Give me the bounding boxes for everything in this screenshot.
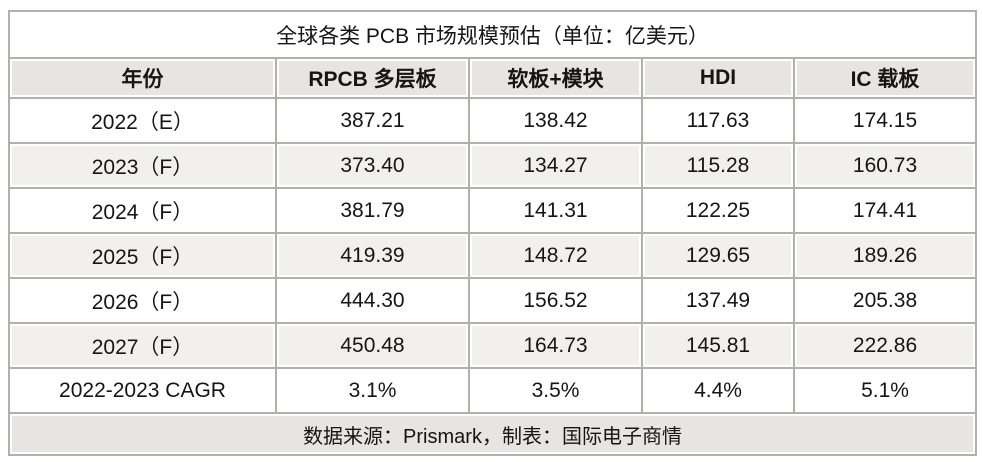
value-cell: 174.15 bbox=[792, 97, 978, 144]
value-cell: 222.86 bbox=[792, 322, 978, 369]
row-label-cell: 2025（F） bbox=[8, 232, 277, 279]
table-row: 2027（F） 450.48 164.73 145.81 222.86 bbox=[8, 322, 978, 369]
value-cell: 373.40 bbox=[275, 142, 470, 189]
column-header: RPCB 多层板 bbox=[275, 57, 470, 99]
row-label-cell: 2022（E） bbox=[8, 97, 277, 144]
table-title: 全球各类 PCB 市场规模预估（单位：亿美元） bbox=[7, 10, 978, 59]
title-row: 全球各类 PCB 市场规模预估（单位：亿美元） bbox=[7, 10, 978, 59]
table-body: 2022（E） 387.21 138.42 117.63 174.15 2023（F） 37… bbox=[8, 97, 978, 414]
row-label-cell: 2022-2023 CAGR bbox=[8, 367, 277, 414]
value-cell: 5.1% bbox=[792, 367, 978, 414]
value-cell: 148.72 bbox=[468, 232, 643, 279]
row-label-cell: 2023（F） bbox=[8, 142, 277, 189]
pcb-market-table: 全球各类 PCB 市场规模预估（单位：亿美元） 年份 RPCB 多层板 软板+模块 H… bbox=[7, 10, 978, 456]
column-header: HDI bbox=[641, 57, 795, 99]
value-cell: 160.73 bbox=[792, 142, 978, 189]
column-header: 年份 bbox=[8, 57, 277, 99]
table-row: 2026（F） 444.30 156.52 137.49 205.38 bbox=[8, 277, 978, 324]
value-cell: 450.48 bbox=[275, 322, 470, 369]
value-cell: 134.27 bbox=[468, 142, 643, 189]
row-label-cell: 2027（F） bbox=[8, 322, 277, 369]
row-label-cell: 2026（F） bbox=[8, 277, 277, 324]
value-cell: 381.79 bbox=[275, 187, 470, 234]
value-cell: 115.28 bbox=[641, 142, 795, 189]
value-cell: 164.73 bbox=[468, 322, 643, 369]
table-row: 2024（F） 381.79 141.31 122.25 174.41 bbox=[8, 187, 978, 234]
table-row: 2025（F） 419.39 148.72 129.65 189.26 bbox=[8, 232, 978, 279]
table-row: 2023（F） 373.40 134.27 115.28 160.73 bbox=[8, 142, 978, 189]
column-header: 软板+模块 bbox=[468, 57, 643, 99]
table-header-row: 年份 RPCB 多层板 软板+模块 HDI IC 载板 bbox=[8, 57, 978, 99]
value-cell: 387.21 bbox=[275, 97, 470, 144]
value-cell: 174.41 bbox=[792, 187, 978, 234]
value-cell: 156.52 bbox=[468, 277, 643, 324]
value-cell: 419.39 bbox=[275, 232, 470, 279]
column-header: IC 载板 bbox=[792, 57, 978, 99]
value-cell: 137.49 bbox=[641, 277, 795, 324]
value-cell: 145.81 bbox=[641, 322, 795, 369]
value-cell: 122.25 bbox=[641, 187, 795, 234]
row-label-cell: 2024（F） bbox=[8, 187, 277, 234]
value-cell: 189.26 bbox=[792, 232, 978, 279]
value-cell: 3.5% bbox=[468, 367, 643, 414]
table-row: 2022-2023 CAGR 3.1% 3.5% 4.4% 5.1% bbox=[8, 367, 978, 414]
footer-row: 数据来源：Prismark，制表：国际电子商情 bbox=[7, 412, 978, 456]
value-cell: 3.1% bbox=[275, 367, 470, 414]
value-cell: 444.30 bbox=[275, 277, 470, 324]
table-row: 2022（E） 387.21 138.42 117.63 174.15 bbox=[8, 97, 978, 144]
table-source-note: 数据来源：Prismark，制表：国际电子商情 bbox=[7, 412, 978, 456]
value-cell: 117.63 bbox=[641, 97, 795, 144]
value-cell: 4.4% bbox=[641, 367, 795, 414]
value-cell: 205.38 bbox=[792, 277, 978, 324]
value-cell: 141.31 bbox=[468, 187, 643, 234]
value-cell: 138.42 bbox=[468, 97, 643, 144]
value-cell: 129.65 bbox=[641, 232, 795, 279]
